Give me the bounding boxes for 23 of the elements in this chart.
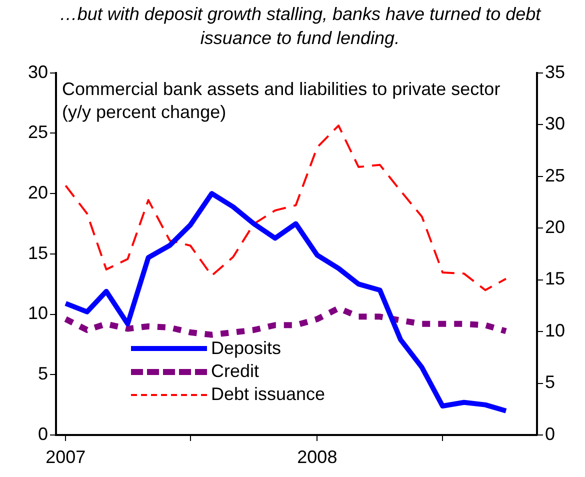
- y2-tick-label: 20: [545, 216, 566, 237]
- y-tick-label: 25: [28, 122, 48, 142]
- y2-tick-label: 30: [545, 114, 566, 134]
- legend-label: Deposits: [211, 337, 282, 360]
- y-tick-label: 0: [38, 424, 48, 444]
- x-tick-label: 2008: [297, 446, 338, 467]
- y2-tick-label: 25: [545, 165, 566, 186]
- annotation: Commercial bank assets and liabilities to private sector (y/y percent change): [62, 78, 500, 122]
- y-tick-label: 30: [28, 62, 48, 82]
- legend-label: Credit: [211, 360, 260, 383]
- legend-label: Debt issuance: [211, 383, 326, 406]
- y-tick-label: 5: [38, 364, 48, 384]
- chart-title: …but with deposit growth stalling, banks have turned to debt issuance to fund lending.: [58, 3, 542, 50]
- y2-tick-label: 5: [545, 372, 556, 392]
- y-tick-label: 15: [28, 242, 48, 263]
- y-tick-label: 10: [28, 303, 48, 324]
- y2-tick-label: 10: [545, 320, 566, 340]
- x-tick-label: 2007: [46, 446, 86, 467]
- y-tick-label: 20: [28, 182, 48, 202]
- y2-tick-label: 15: [545, 268, 566, 289]
- line-series: [64, 124, 507, 292]
- y2-tick-label: 35: [545, 62, 566, 82]
- y2-tick-label: 0: [545, 424, 556, 444]
